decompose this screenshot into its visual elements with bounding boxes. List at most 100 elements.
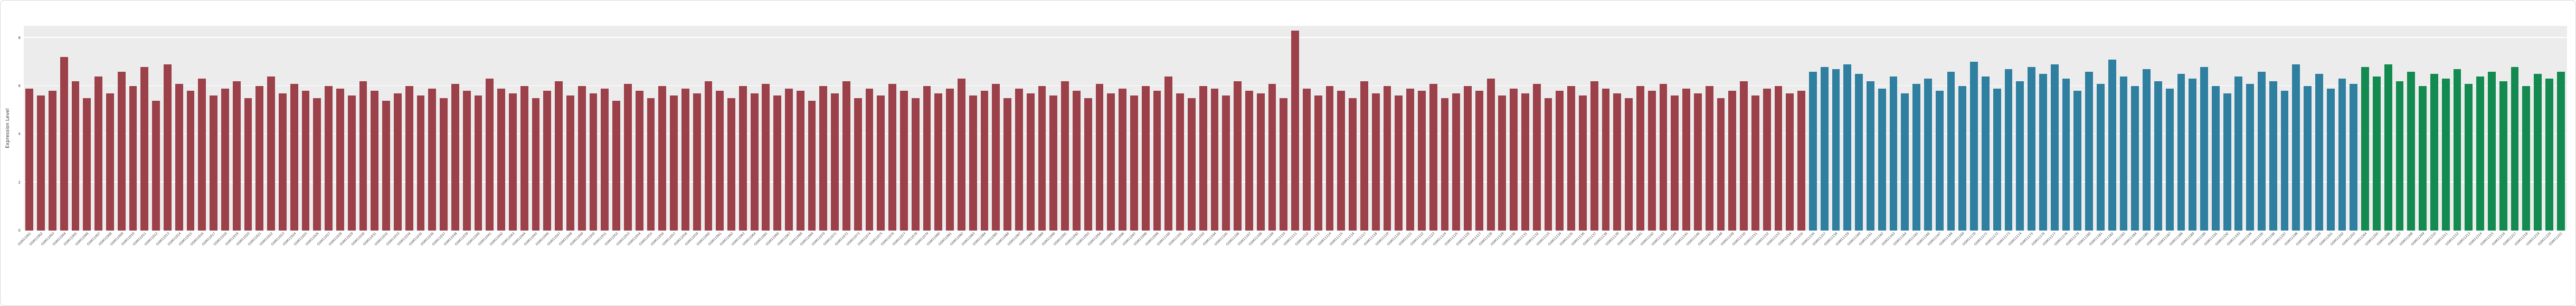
bar [2488,71,2496,231]
bar [2143,69,2151,231]
bar [704,81,713,231]
bar-slot: GSM11040 [466,26,484,246]
bar [1475,91,1483,231]
bar [1947,71,1955,231]
bar-slot: GSM11220 [2537,26,2555,246]
bar [1820,66,1829,231]
bar-slot: GSM11166 [1916,26,1934,246]
bar [1625,98,1633,231]
bar [1452,93,1461,231]
bar [2476,76,2485,231]
bar [117,71,126,231]
bar [1579,95,1587,231]
bar [1245,91,1253,231]
bar [1912,83,1920,231]
bar-slot: GSM11127 [1467,26,1485,246]
bar-slot: GSM11169 [1950,26,1968,246]
bar [877,95,885,231]
bar [451,83,459,231]
bar [1073,91,1081,231]
bar [60,57,68,231]
bar [532,98,540,231]
bar [670,95,678,231]
bar-slot: GSM11208 [2399,26,2417,246]
bar [186,91,195,231]
bar [1061,81,1069,231]
bar-slot: GSM11032 [374,26,392,246]
bar-slot: GSM11195 [2249,26,2268,246]
bar-slot: GSM11126 [1455,26,1474,246]
bar-slot: GSM11098 [1133,26,1151,246]
bar [1602,88,1610,231]
bar [2315,74,2323,231]
bar-slot: GSM11008 [98,26,116,246]
bar-slot: GSM11069 [800,26,818,246]
bar [1302,88,1311,231]
bar-slot: GSM11050 [581,26,599,246]
bar [37,95,45,231]
bar [1786,93,1794,231]
y-axis: 0 2 4 6 8 [1,26,22,233]
bar [255,86,264,231]
bar-slot: GSM11205 [2364,26,2383,246]
bar-slot: GSM11068 [788,26,806,246]
bar-slot: GSM11121 [1398,26,1416,246]
bar-slot: GSM11123 [1421,26,1439,246]
bar-slot: GSM11095 [1099,26,1117,246]
bar-slot: GSM11185 [2134,26,2153,246]
bar-slot: GSM11088 [1018,26,1036,246]
bar-slot: GSM11099 [1145,26,1163,246]
bar-slot: GSM11153 [1766,26,1784,246]
bar-slot: GSM11214 [2468,26,2486,246]
bar-slot: GSM11202 [2330,26,2348,246]
bar-slot: GSM11149 [1720,26,1738,246]
bar [416,95,425,231]
bar [2177,74,2185,231]
bar-slot: GSM11053 [615,26,633,246]
bar-slot: GSM11010 [121,26,139,246]
bar [1199,86,1207,231]
bar-slot: GSM11176 [2031,26,2049,246]
bar-slot: GSM11038 [443,26,461,246]
bar [2441,79,2450,231]
bar [210,95,218,231]
bar-slot: GSM11141 [1628,26,1646,246]
bar-slot: GSM11021 [248,26,266,246]
bar-slot: GSM11203 [2342,26,2360,246]
bar [1314,95,1322,231]
bar-slot: GSM11070 [811,26,829,246]
bar-slot: GSM11148 [1709,26,1727,246]
bar-slot: GSM11187 [2157,26,2175,246]
bar [2280,91,2289,231]
y-tick-label: 0 [18,228,21,233]
bar [1107,93,1115,231]
bar [1636,86,1644,231]
bar-slot: GSM11120 [1387,26,1405,246]
bar [1441,98,1449,231]
bar [1843,64,1852,231]
bar-slot: GSM11052 [604,26,622,246]
bar-slot: GSM11207 [2388,26,2405,246]
bar-slot: GSM11129 [1490,26,1508,246]
bar [1280,98,1288,231]
bar [1544,98,1552,231]
bar-slot: GSM11108 [1248,26,1266,246]
bar [2200,66,2208,231]
bar [2016,81,2024,231]
bar [520,86,528,231]
y-tick-label: 6 [18,84,21,89]
bar-slot: GSM11197 [2272,26,2290,246]
bar-slot: GSM11168 [1939,26,1957,246]
bar [1717,98,1725,231]
bar [738,86,747,231]
bar [1026,93,1035,231]
bar-slot: GSM11181 [2088,26,2106,246]
bar [658,86,667,231]
bar-slot: GSM11073 [846,26,864,246]
bar [2304,86,2312,231]
bar [1809,71,1817,231]
bar [1429,83,1437,231]
bar [2453,69,2461,231]
bar [1751,95,1759,231]
bar-slot: GSM11151 [1743,26,1761,246]
